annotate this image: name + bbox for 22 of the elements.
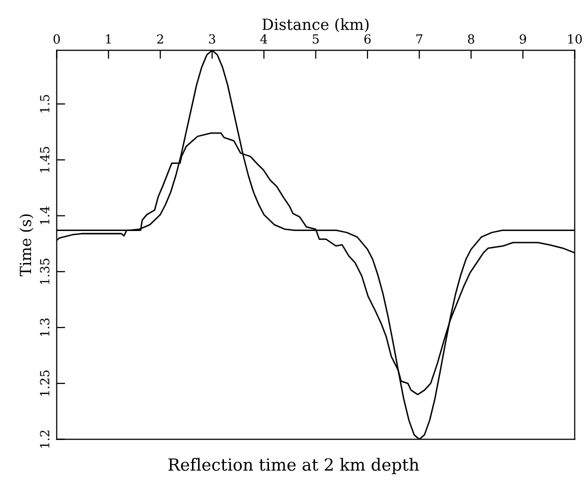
line-series xyxy=(56,50,575,440)
x-tick-label: 8 xyxy=(468,34,474,44)
text: Reflection time at 2 km depth xyxy=(168,458,419,474)
y-tick-label: 1.3 xyxy=(40,318,50,336)
y-tick-label: 1.2 xyxy=(40,430,50,448)
y-tick-label: 1.35 xyxy=(40,258,50,284)
x-tick-label: 9 xyxy=(520,34,526,44)
x-tick-label: 5 xyxy=(312,34,319,44)
x-tick-label: 7 xyxy=(416,34,422,44)
y-tick-label: 1.4 xyxy=(40,206,50,224)
x-tick-label: 3 xyxy=(209,34,216,44)
y-tick-label: 1.5 xyxy=(40,94,50,112)
x-tick-label: 0 xyxy=(54,34,60,44)
x-tick-label: 2 xyxy=(157,34,164,44)
x-axis-title: Distance (km) xyxy=(262,18,369,32)
x-tick-label: 4 xyxy=(260,34,268,44)
y-axis-title: Time (s) xyxy=(19,214,34,276)
x-tick-label: 6 xyxy=(364,34,371,44)
x-tick-label: 1 xyxy=(106,34,111,44)
x-tick-label: 10 xyxy=(568,34,582,44)
y-tick-label: 1.25 xyxy=(40,370,50,396)
y-tick-label: 1.45 xyxy=(40,146,50,172)
